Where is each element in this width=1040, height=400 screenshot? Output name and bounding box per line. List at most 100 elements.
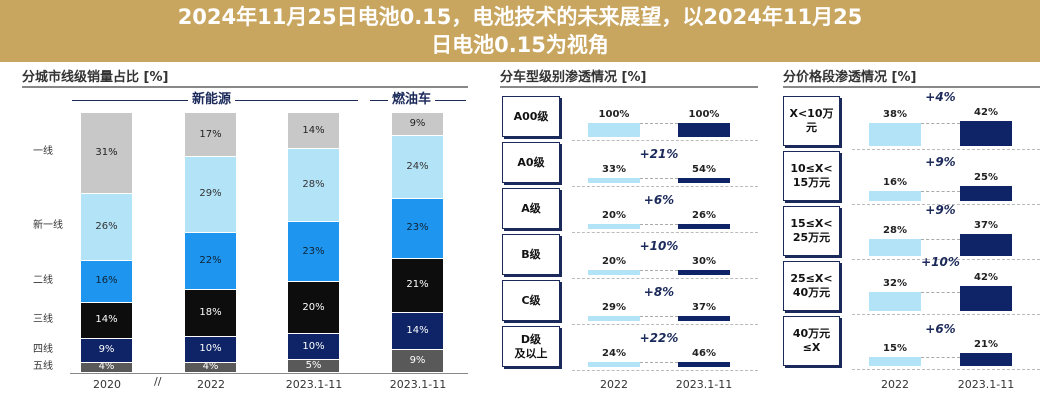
value-label: 20% — [602, 256, 626, 267]
bar-segment: 5% — [288, 359, 339, 372]
bar-segment: 9% — [392, 112, 443, 136]
bar — [869, 123, 921, 146]
row-divider — [572, 324, 758, 325]
row-label-box: 25≤X< 40万元 — [783, 261, 840, 311]
bar-segment: 24% — [392, 135, 443, 198]
connector — [921, 191, 960, 193]
row-divider — [572, 278, 758, 279]
divider — [783, 86, 1040, 88]
value-label: 15% — [883, 343, 907, 354]
row-label-box: 15≤X< 25万元 — [783, 206, 840, 256]
bar — [960, 233, 1012, 256]
bar-segment: 4% — [185, 361, 236, 372]
bar-segment: 28% — [288, 148, 339, 222]
bar-segment: 17% — [185, 112, 236, 157]
axis-break-icon: // — [154, 375, 162, 388]
group-label-nev: 新能源 — [188, 92, 236, 108]
bar — [869, 191, 921, 201]
connector — [921, 239, 960, 241]
bar — [588, 224, 640, 229]
value-label: 30% — [692, 256, 716, 267]
value-label: 28% — [883, 225, 907, 237]
delta-label: +6% — [925, 322, 956, 337]
row-divider — [572, 232, 758, 233]
x-tick-label: 2020 — [93, 378, 121, 391]
connector — [640, 270, 678, 271]
x-tick-label: 2023.1-11 — [957, 378, 1015, 391]
value-label: 29% — [602, 302, 626, 313]
value-label: 100% — [598, 109, 630, 120]
delta-label: +8% — [643, 285, 675, 299]
bar-segment: 14% — [81, 301, 132, 339]
delta-label: +10% — [639, 239, 679, 253]
connector — [640, 178, 678, 179]
row-divider — [852, 369, 1040, 370]
bar-segment: 18% — [185, 288, 236, 336]
connector — [640, 316, 678, 317]
value-label: 42% — [974, 271, 998, 283]
bar-segment: 26% — [81, 192, 132, 261]
row-label-box: D级 及以上 — [502, 326, 560, 367]
bar — [869, 239, 921, 256]
value-label: 25% — [974, 172, 998, 183]
value-label: 21% — [974, 339, 998, 351]
value-label: 24% — [602, 348, 626, 359]
row-label: 五线 — [33, 360, 53, 372]
bar-segment: 23% — [392, 197, 443, 258]
bar-stack: 31% 26% 16% 14% 9% 4% — [81, 112, 132, 372]
bar-segment: 16% — [81, 260, 132, 302]
value-label: 16% — [883, 177, 907, 189]
bar-segment: 21% — [392, 257, 443, 313]
bar — [588, 270, 640, 275]
row-label: 三线 — [33, 314, 53, 325]
bar — [678, 362, 730, 367]
bar — [678, 316, 730, 321]
bar-segment: 20% — [288, 281, 339, 333]
bar-stack: 9% 24% 23% 21% 14% 9% — [392, 112, 443, 372]
bar-segment: 4% — [81, 361, 132, 372]
right-chart-title: 分价格段渗透情况 [%] — [783, 70, 917, 85]
connector — [921, 357, 960, 358]
x-tick-label: 2023.1-11 — [389, 378, 447, 391]
row-label-box: A00级 — [502, 96, 560, 137]
bar — [869, 291, 921, 311]
bar — [588, 178, 640, 183]
value-label: 42% — [974, 106, 998, 118]
bar-segment: 14% — [288, 112, 339, 149]
connector — [921, 123, 960, 125]
bar — [960, 186, 1012, 201]
bar — [588, 123, 640, 137]
row-label: 新一线 — [33, 220, 63, 232]
group-label-ice: 燃油车 — [388, 92, 436, 108]
x-tick-label: 2022 — [197, 378, 225, 391]
row-label: 二线 — [33, 275, 53, 286]
row-label-box: C级 — [502, 280, 560, 321]
row-label: 四线 — [33, 343, 53, 355]
headline-banner: 2024年11月25日电池0.15，电池技术的未来展望，以2024年11月25 … — [0, 0, 1040, 62]
row-divider — [572, 140, 758, 141]
row-divider — [572, 370, 758, 371]
delta-label: +22% — [639, 331, 679, 345]
row-label-box: 10≤X< 15万元 — [783, 151, 840, 201]
bar — [960, 285, 1012, 311]
value-label: 26% — [692, 210, 716, 221]
delta-label: +21% — [639, 147, 679, 161]
headline-line1: 2024年11月25日电池0.15，电池技术的未来展望，以2024年11月25 — [177, 5, 863, 29]
row-divider — [852, 149, 1040, 150]
x-tick-label: 2023.1-11 — [285, 378, 343, 391]
row-label: 一线 — [33, 146, 53, 158]
value-label: 20% — [602, 210, 626, 221]
value-label: 32% — [883, 277, 907, 289]
row-divider — [852, 259, 1040, 260]
bar — [960, 353, 1012, 366]
connector — [921, 291, 960, 293]
row-divider — [852, 204, 1040, 205]
bar-segment: 14% — [392, 312, 443, 349]
bar — [869, 357, 921, 366]
bar — [678, 270, 730, 275]
left-chart-title: 分城市线级销量占比 [%] — [22, 70, 169, 85]
x-tick-label: 2022 — [881, 378, 909, 391]
value-label: 37% — [974, 219, 998, 231]
value-label: 46% — [692, 348, 716, 359]
delta-label: +10% — [921, 254, 960, 269]
